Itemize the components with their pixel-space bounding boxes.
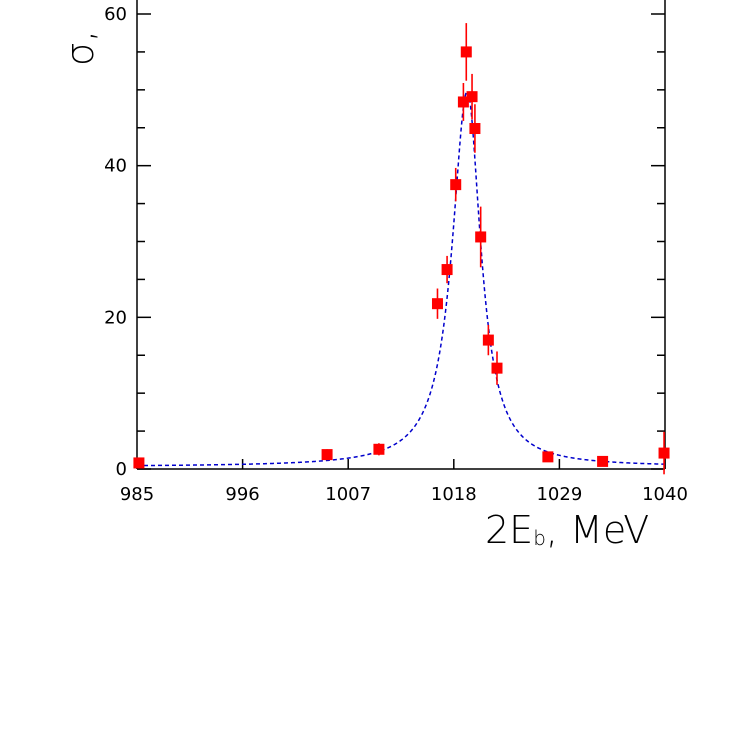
data-point-13 bbox=[542, 451, 554, 463]
ticks bbox=[136, 13, 666, 470]
x-tick-label-3: 1018 bbox=[431, 484, 477, 505]
tick-labels: 985 996 1007 1018 1029 1040 0 20 40 60 bbox=[104, 4, 688, 505]
x-tick-label-2: 1007 bbox=[325, 484, 371, 505]
data-point-10 bbox=[475, 231, 487, 243]
data-points bbox=[133, 23, 670, 475]
x-axis-title-subscript: b bbox=[533, 526, 546, 550]
data-point-12 bbox=[491, 362, 503, 374]
plot-frame bbox=[136, 0, 666, 470]
data-point-11 bbox=[482, 334, 494, 346]
x-axis-title: 2Eb, MeV bbox=[485, 508, 649, 552]
data-point-1 bbox=[321, 449, 333, 461]
data-point-4 bbox=[441, 264, 453, 276]
data-point-15 bbox=[658, 447, 670, 459]
y-tick-label-8: 40 bbox=[104, 156, 127, 177]
data-point-3 bbox=[431, 298, 443, 310]
y-tick-label-12: 60 bbox=[104, 4, 127, 25]
data-point-9 bbox=[469, 123, 481, 135]
y-axis-title: σ, bbox=[58, 30, 102, 66]
data-point-5 bbox=[450, 179, 462, 191]
x-tick-label-1: 996 bbox=[225, 484, 259, 505]
fit-curve bbox=[137, 90, 666, 467]
x-tick-label-4: 1029 bbox=[536, 484, 582, 505]
y-tick-label-4: 20 bbox=[104, 307, 127, 328]
data-point-14 bbox=[597, 455, 609, 467]
data-point-0 bbox=[133, 457, 145, 469]
data-point-8 bbox=[466, 91, 478, 103]
data-point-6 bbox=[457, 96, 469, 108]
data-point-7 bbox=[460, 46, 472, 58]
data-point-2 bbox=[373, 443, 385, 455]
y-tick-label-0: 0 bbox=[116, 459, 127, 480]
x-tick-label-0: 985 bbox=[120, 484, 154, 505]
x-tick-label-5: 1040 bbox=[642, 484, 688, 505]
